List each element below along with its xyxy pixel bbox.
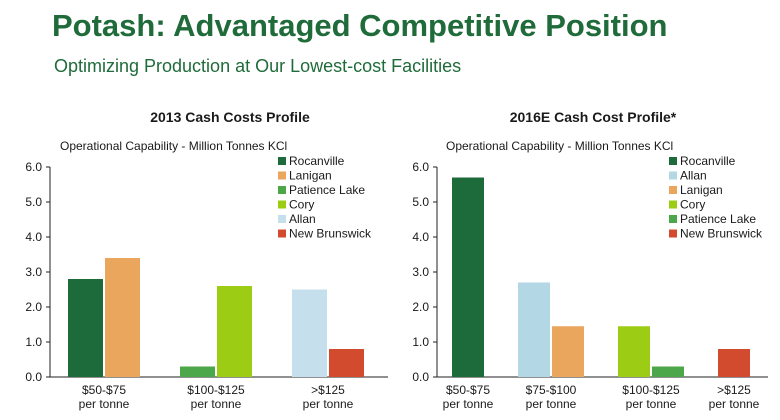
chart1-x-tick-label: $50-$75 xyxy=(82,383,126,397)
chart1-legend-label: New Brunswick xyxy=(289,227,372,241)
chart1-bar-new-brunswick xyxy=(329,349,364,377)
chart1-legend-swatch xyxy=(278,200,286,209)
chart1-title: 2013 Cash Costs Profile xyxy=(150,109,310,125)
chart1-y-tick-label: 6.0 xyxy=(25,160,42,174)
chart2-x-tick-label: >$125 xyxy=(717,383,751,397)
chart2-bar-lanigan xyxy=(552,326,584,377)
chart1-legend-label: Rocanville xyxy=(289,154,345,168)
chart2-y-tick-label: 6.0 xyxy=(412,160,429,174)
chart1-legend-label: Patience Lake xyxy=(289,183,365,197)
chart1-legend-label: Allan xyxy=(289,212,316,226)
chart1-bar-cory xyxy=(217,286,252,377)
page-subtitle: Optimizing Production at Our Lowest-cost… xyxy=(54,56,462,76)
chart2-y-tick-label: 2.0 xyxy=(412,300,429,314)
chart1-legend-swatch xyxy=(278,171,286,180)
chart2-title: 2016E Cash Cost Profile* xyxy=(510,109,677,125)
chart1-y-tick-label: 3.0 xyxy=(25,265,42,279)
chart2-x-tick-label: per tonne xyxy=(626,397,677,411)
chart1-x-tick-label: per tonne xyxy=(303,397,354,411)
chart1-legend-swatch xyxy=(278,229,286,238)
chart2-legend-label: Patience Lake xyxy=(680,212,756,226)
chart2-legend-swatch xyxy=(669,215,677,223)
chart2-legend-label: Rocanville xyxy=(680,154,736,168)
chart2-bar-rocanville xyxy=(452,177,484,377)
chart1-x-tick-label: per tonne xyxy=(79,397,130,411)
chart1-y-tick-label: 0.0 xyxy=(25,370,42,384)
chart2-bar-patience-lake xyxy=(652,366,684,377)
chart2-y-tick-label: 5.0 xyxy=(412,195,429,209)
chart2-x-tick-label: per tonne xyxy=(443,397,494,411)
chart2-legend-label: Cory xyxy=(680,198,705,212)
chart2-legend-swatch xyxy=(669,229,677,238)
chart1-bar-rocanville xyxy=(68,279,103,377)
chart1-bar-allan xyxy=(292,289,327,377)
chart2-bar-new-brunswick xyxy=(718,349,750,377)
chart1-legend-swatch xyxy=(278,186,286,194)
chart2-x-tick-label: per tonne xyxy=(526,397,577,411)
chart1-legend-swatch xyxy=(278,215,286,223)
chart2-y-tick-label: 0.0 xyxy=(412,370,429,384)
chart2-y-tick-label: 1.0 xyxy=(412,335,429,349)
chart1-y-tick-label: 4.0 xyxy=(25,230,42,244)
chart2-legend-swatch xyxy=(669,171,677,180)
chart1-x-tick-label: >$125 xyxy=(311,383,345,397)
chart1-y-axis-label: Operational Capability - Million Tonnes … xyxy=(60,139,287,153)
chart2-x-tick-label: per tonne xyxy=(709,397,760,411)
chart2-y-tick-label: 4.0 xyxy=(412,230,429,244)
chart2-y-axis-label: Operational Capability - Million Tonnes … xyxy=(446,139,673,153)
chart1-legend-swatch xyxy=(278,157,286,165)
chart1-legend-label: Lanigan xyxy=(289,169,332,183)
chart1-x-tick-label: per tonne xyxy=(191,397,242,411)
chart2-x-tick-label: $50-$75 xyxy=(446,383,490,397)
chart2-x-tick-label: $100-$125 xyxy=(622,383,680,397)
chart1-y-tick-label: 1.0 xyxy=(25,335,42,349)
page-title: Potash: Advantaged Competitive Position xyxy=(52,8,668,43)
chart2-legend-label: Lanigan xyxy=(680,183,723,197)
chart2-legend-swatch xyxy=(669,186,677,194)
chart2-legend-swatch xyxy=(669,157,677,165)
chart1-y-tick-label: 5.0 xyxy=(25,195,42,209)
chart1-bar-patience-lake xyxy=(180,366,215,377)
chart2-x-tick-label: $75-$100 xyxy=(526,383,577,397)
chart1-legend-label: Cory xyxy=(289,198,314,212)
chart2-legend-label: Allan xyxy=(680,169,707,183)
chart2-y-tick-label: 3.0 xyxy=(412,265,429,279)
chart2-legend-swatch xyxy=(669,200,677,209)
chart1-bar-lanigan xyxy=(105,258,140,377)
chart2-legend-label: New Brunswick xyxy=(680,227,763,241)
chart1-x-tick-label: $100-$125 xyxy=(187,383,245,397)
chart2-bar-cory xyxy=(618,326,650,377)
chart1-y-tick-label: 2.0 xyxy=(25,300,42,314)
chart2-bar-allan xyxy=(518,282,550,377)
